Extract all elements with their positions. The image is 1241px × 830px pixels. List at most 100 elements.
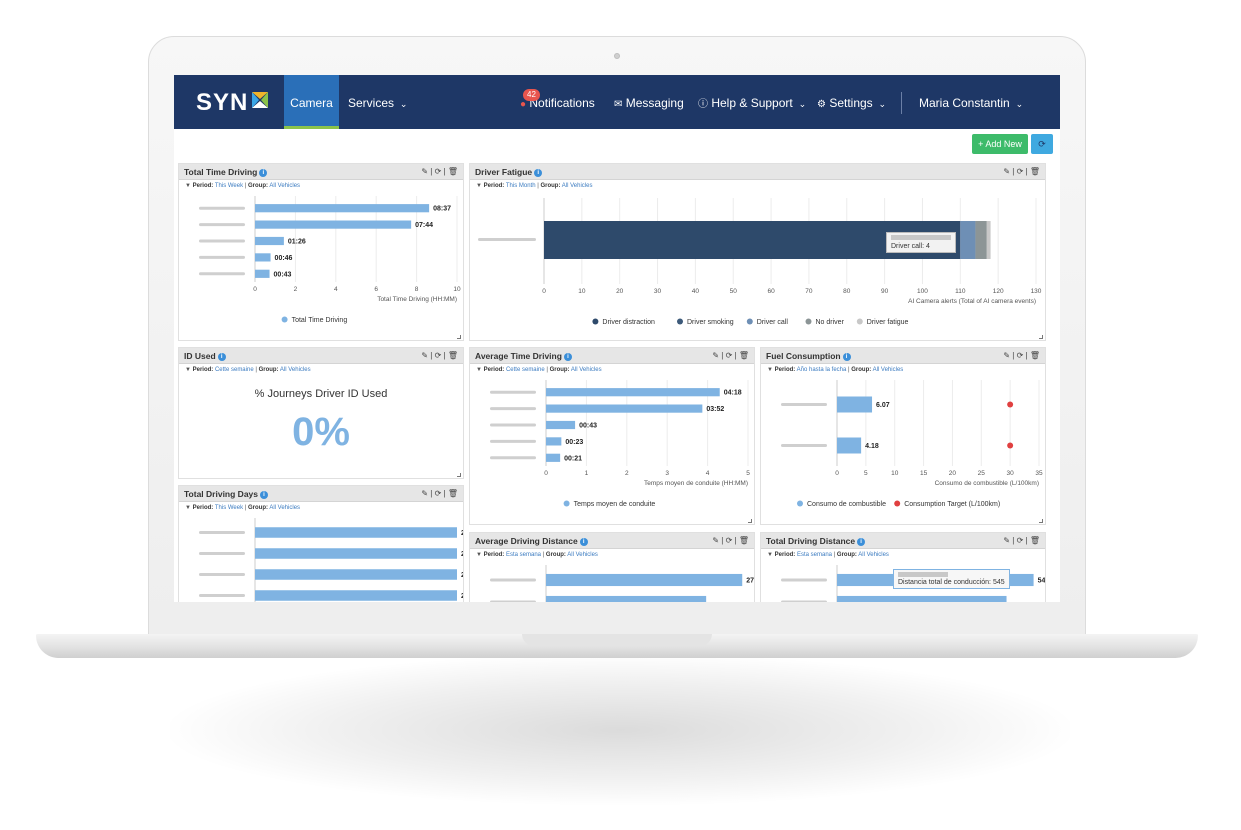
edit-icon[interactable]: ✎ [712,351,720,360]
nav-notifications[interactable]: ● Notifications [520,75,595,129]
nav-settings[interactable]: ⚙ Settings ⌄ [817,75,886,129]
edit-icon[interactable]: ✎ [1003,167,1011,176]
edit-icon[interactable]: ✎ [712,536,720,545]
panel-title: Total Time Driving [184,167,258,177]
info-icon[interactable]: i [259,169,268,177]
refresh-icon[interactable]: ⟳ [434,351,442,360]
x-tick-label: 4 [706,470,710,477]
x-tick-label: 130 [1031,288,1042,295]
refresh-icon[interactable]: ⟳ [1016,351,1024,360]
group-label: Group: [549,367,570,373]
edit-icon[interactable]: ✎ [421,167,429,176]
filter-icon: ▼ [476,552,482,558]
period-value: This Week [214,183,244,189]
trash-icon[interactable]: 🗑 [1029,536,1040,545]
refresh-icon[interactable]: ⟳ [434,167,442,176]
edit-icon[interactable]: ✎ [421,351,429,360]
trash-icon[interactable]: 🗑 [447,489,458,498]
bell-icon: ● [520,99,527,110]
trash-icon[interactable]: 🗑 [447,351,458,360]
nav-user-menu[interactable]: Maria Constantin ⌄ [919,75,1023,129]
x-axis-title: AI Camera alerts (Total of AI camera eve… [908,298,1036,305]
info-icon[interactable]: i [260,491,268,499]
nav-messaging[interactable]: ✉ Messaging [614,75,684,129]
info-icon[interactable]: i [842,353,851,361]
panel-total-driving-days: Total Driving Days i ✎ | ⟳ | 🗑 ▼ Period: … [178,485,464,602]
edit-icon[interactable]: ✎ [421,489,429,498]
info-icon[interactable]: i [563,353,572,361]
logo-x-icon [252,92,268,108]
x-tick-label: 30 [1007,470,1015,477]
refresh-icon[interactable]: ⟳ [1016,167,1024,176]
legend-marker [677,318,683,325]
info-icon[interactable]: i [217,353,226,361]
data-label: 00:21 [564,455,582,462]
trash-icon[interactable]: 🗑 [447,167,458,176]
blurred-vehicle-label [199,594,245,597]
laptop-shadow [170,655,1070,805]
bar [546,453,561,462]
group-label: Group: [248,505,268,511]
refresh-icon[interactable]: ⟳ [725,536,733,545]
chart-tooltip: Driver call: 4 [886,232,956,253]
resize-handle[interactable] [748,519,752,523]
resize-handle[interactable] [1039,519,1043,523]
bar [255,253,271,262]
resize-handle[interactable] [1039,335,1043,339]
legend-label: Driver distraction [602,319,655,326]
synx-logo[interactable]: SYN [196,89,268,117]
chevron-down-icon: ⌄ [1013,99,1024,109]
edit-icon[interactable]: ✎ [1003,536,1011,545]
trash-icon[interactable]: 🗑 [738,351,749,360]
blurred-vehicle-label [781,444,827,447]
blurred-vehicle-label [490,456,536,460]
data-label: 04:18 [724,390,742,397]
refresh-icon[interactable]: ⟳ [1031,134,1053,154]
x-axis-title: Consumo de combustible (L/100km) [935,480,1039,487]
bar [255,236,284,246]
trash-icon[interactable]: 🗑 [738,536,749,545]
refresh-icon[interactable]: ⟳ [434,489,442,498]
bar-segment [960,221,976,259]
x-tick-label: 30 [654,288,662,295]
resize-handle[interactable] [457,473,461,477]
blurred-vehicle-label [199,573,245,576]
info-icon[interactable]: i [857,538,866,546]
nav-services[interactable]: Services ⌄ [348,75,407,129]
legend-marker [797,500,803,507]
nav-help-label: Help & Support [711,96,793,110]
trash-icon[interactable]: 🗑 [1029,167,1040,176]
nav-settings-label: Settings [829,96,873,110]
refresh-icon[interactable]: ⟳ [725,351,733,360]
trash-icon[interactable]: 🗑 [1029,351,1040,360]
chart-total-time-driving: 0 2 4 6 8 10 Total Time Driving (HH:MM) 08:37 07… [199,196,461,324]
nav-help[interactable]: ⓘ Help & Support ⌄ [698,75,806,129]
blurred-vehicle-label [199,531,245,534]
bar [546,404,703,413]
add-new-button[interactable]: + Add New [972,134,1028,154]
panel-filter: ▼ Period: Cette semaine | Group: All Veh… [476,367,602,373]
bar [546,420,576,430]
panel-average-time-driving: Average Time Driving i ✎ | ⟳ | 🗑 ▼ Period… [469,347,755,525]
period-label: Period: [192,183,214,189]
data-label: 2 [461,530,464,537]
resize-handle[interactable] [457,335,461,339]
panel-controls: ✎ | ⟳ | 🗑 [712,351,749,360]
legend-label: Total Time Driving [292,317,348,324]
group-label: Group: [851,367,872,373]
x-tick-label: 35 [1035,470,1043,477]
panel-controls: ✎ | ⟳ | 🗑 [1003,351,1040,360]
info-icon[interactable]: i [534,169,543,177]
x-tick-label: 0 [253,286,257,293]
chart-average-driving-distance: 272 [490,565,754,602]
x-tick-label: 20 [616,288,624,295]
group-value: All Vehicles [858,552,889,558]
x-tick-label: 6 [374,286,378,293]
panel-controls: ✎ | ⟳ | 🗑 [421,167,458,176]
group-value: All Vehicles [269,505,301,511]
nav-camera[interactable]: Camera [284,75,339,129]
edit-icon[interactable]: ✎ [1003,351,1011,360]
info-icon[interactable]: i [579,538,588,546]
data-label: 07:44 [415,222,433,229]
refresh-icon[interactable]: ⟳ [1016,536,1024,545]
